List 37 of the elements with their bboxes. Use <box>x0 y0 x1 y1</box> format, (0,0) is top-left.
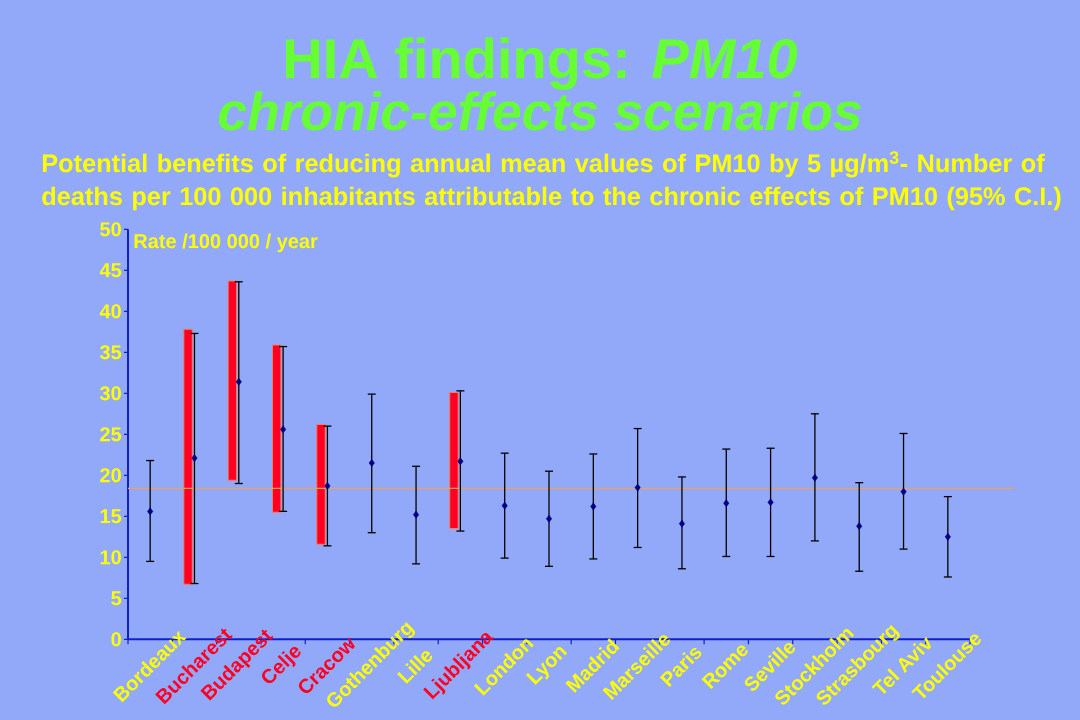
y-tick-label: 45 <box>99 263 122 278</box>
y-tick-label: 20 <box>100 468 121 483</box>
point <box>501 501 508 510</box>
chart-title: HIA findings: PM10 <box>286 37 798 90</box>
bar <box>227 280 238 481</box>
y-tick-label: 50 <box>100 222 121 237</box>
y-tick-label: 15 <box>100 509 122 524</box>
point <box>457 457 464 466</box>
point <box>368 459 375 467</box>
point <box>413 510 420 519</box>
bar <box>271 344 282 513</box>
y-tick-label: 5 <box>111 591 122 606</box>
bar <box>183 328 193 585</box>
point <box>767 498 774 507</box>
point <box>944 532 951 541</box>
chart-subtitle: chronic-effects scenarios <box>219 91 861 131</box>
bar <box>316 423 326 545</box>
point <box>811 473 818 482</box>
point <box>900 487 907 496</box>
point <box>590 502 597 511</box>
point <box>191 454 198 462</box>
point <box>280 425 287 434</box>
point <box>856 522 863 531</box>
y-tick-label: 40 <box>99 304 121 319</box>
point <box>324 482 331 490</box>
y-tick-label: 25 <box>100 427 122 442</box>
y-axis-title: Rate /100 000 / year <box>134 233 318 253</box>
y-tick-label: 30 <box>99 386 121 401</box>
y-tick-label: 10 <box>100 550 121 565</box>
point <box>723 499 730 508</box>
point <box>634 483 641 492</box>
point <box>235 377 242 386</box>
point <box>147 507 154 516</box>
bar <box>449 391 459 530</box>
y-tick-label: 35 <box>99 345 122 360</box>
text: Potential benefits of reducing annual mean values of PM10 by 5 µg/m$^{3}$- Number of deaths per 100 000 inhabitants attributable to the chronic effects of PM10 (95% C.I.) <box>42 151 1061 211</box>
point <box>678 519 685 528</box>
